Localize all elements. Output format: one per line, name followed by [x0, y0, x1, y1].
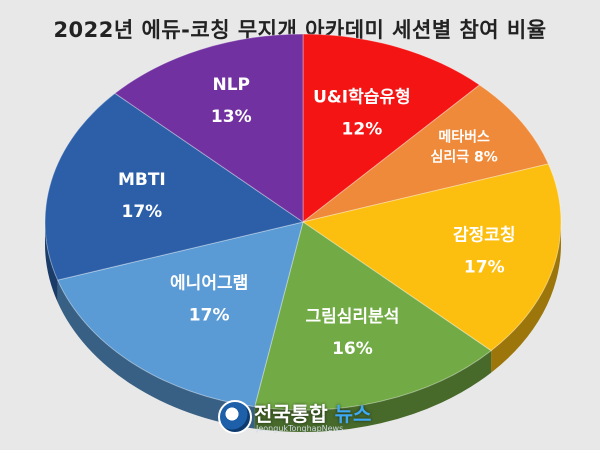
news-logo-icon — [218, 400, 252, 434]
slice-value-3: 16% — [332, 339, 373, 359]
slice-value-6: 13% — [211, 107, 252, 127]
watermark-name: 전국통합 뉴스 — [254, 402, 372, 426]
slice-label-5: MBTI — [118, 170, 166, 190]
pie-side-5 — [45, 222, 58, 303]
slice-label-1: 메타버스 — [438, 128, 490, 145]
watermark-sub: JeongukTonghapNews — [256, 424, 344, 433]
pie-slice-1 — [302, 84, 550, 223]
slice-label-4: 에니어그램 — [170, 274, 248, 294]
pie-slice-3 — [254, 221, 492, 411]
slice-value-5: 17% — [122, 202, 163, 222]
pie-side-3 — [254, 350, 492, 432]
news-watermark: 전국통합 뉴스 JeongukTonghapNews — [218, 396, 418, 442]
slice-label-2: 감정코칭 — [453, 226, 516, 246]
slice-value-0: 12% — [342, 120, 383, 140]
pie-slice-5 — [44, 92, 305, 281]
slice-value-2: 17% — [464, 258, 505, 278]
slice-label-value-1: 심리극 8% — [431, 149, 498, 165]
slice-label-6: NLP — [213, 75, 251, 95]
pie-slice-6 — [114, 33, 304, 223]
pie-slice-2 — [301, 163, 562, 352]
pie-slices — [44, 33, 562, 411]
slice-value-4: 17% — [189, 306, 230, 326]
slice-label-0: U&I학습유형 — [313, 87, 411, 108]
pie-side-2 — [491, 222, 561, 373]
slice-label-3: 그림심리분석 — [306, 307, 400, 327]
pie-slice-0 — [302, 33, 481, 224]
